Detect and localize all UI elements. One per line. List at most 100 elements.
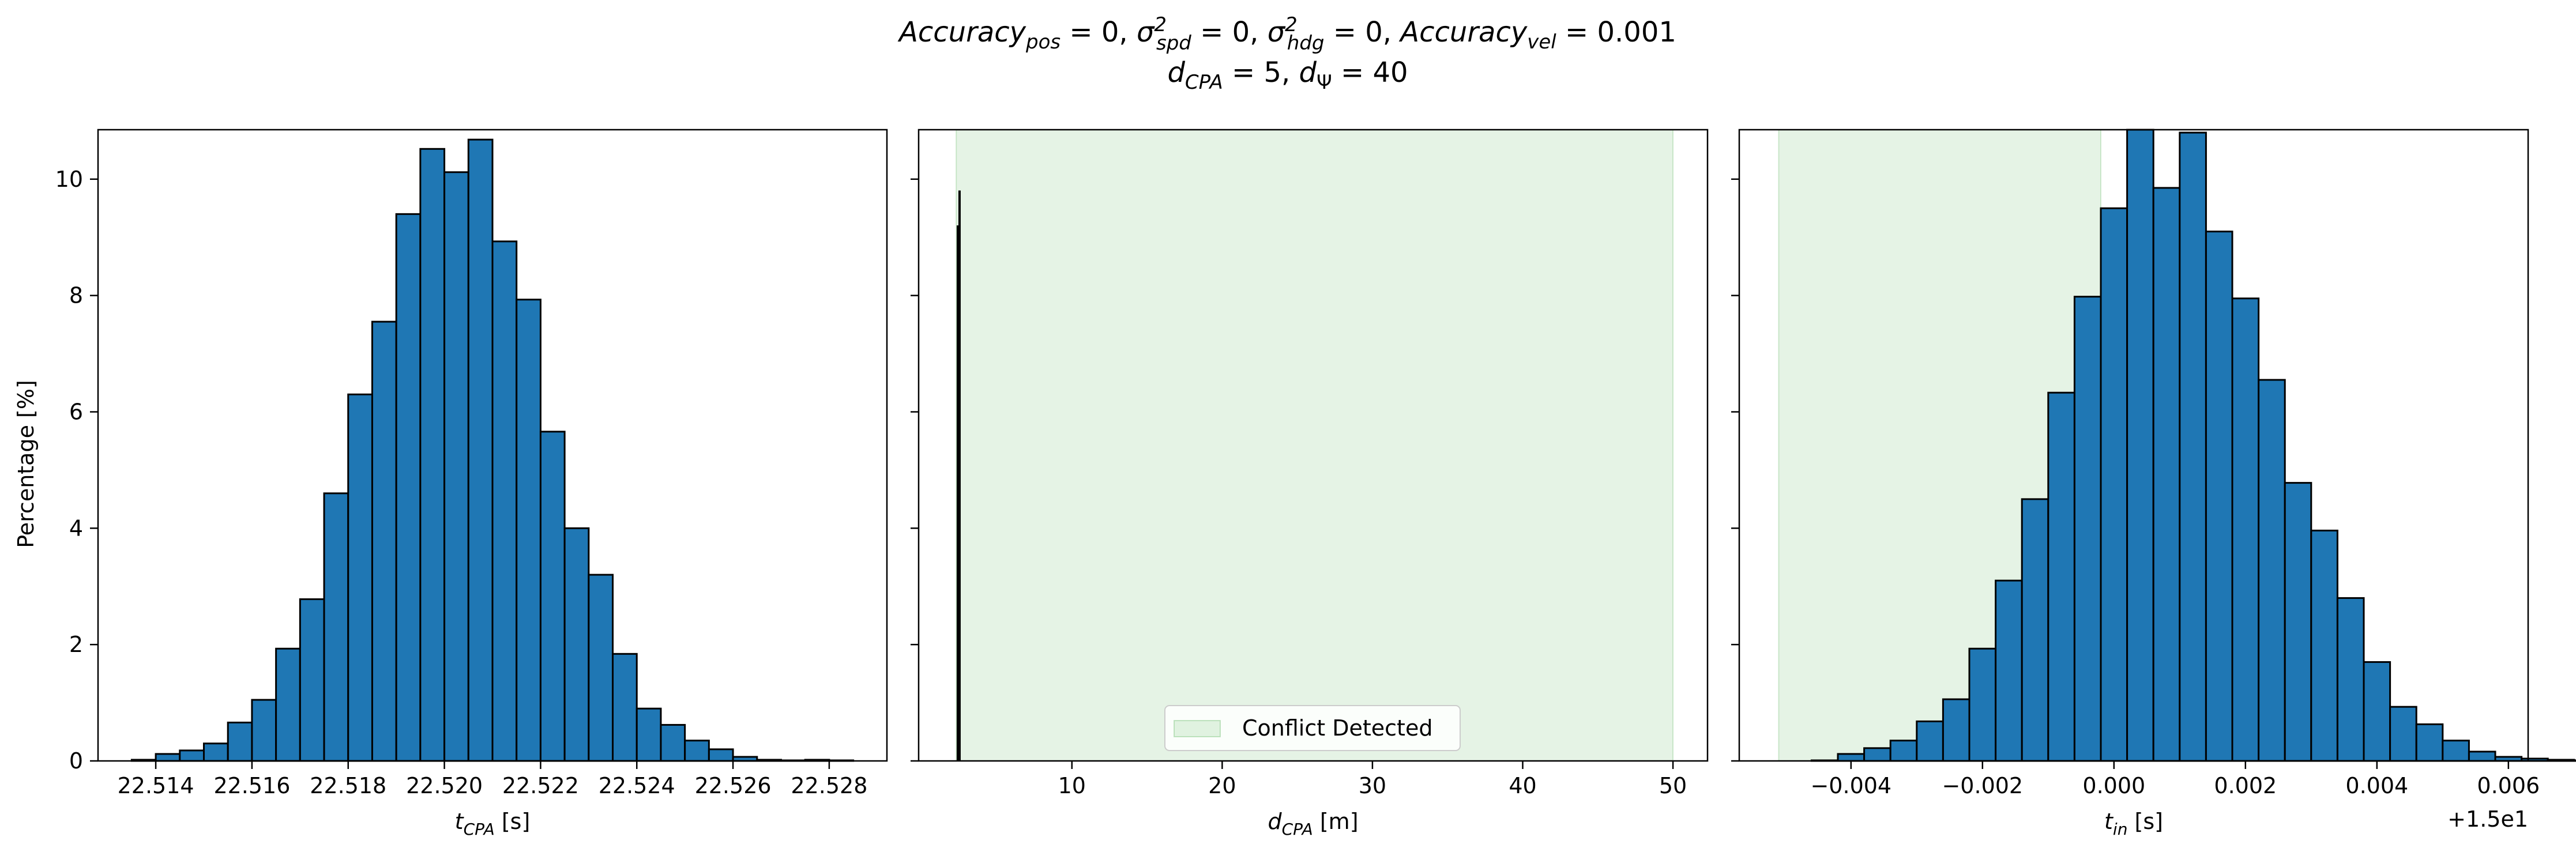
y-axis-label: Percentage [%] <box>13 380 39 548</box>
x-tick-label: 0.004 <box>2345 773 2408 798</box>
histogram-bar <box>2126 129 2154 762</box>
histogram-bar <box>1942 698 1970 762</box>
panel-t-in: −0.004 −0.002 0.000 0.002 0.004 0.006 tin [s]… <box>1731 129 2576 839</box>
x-tick-label: −0.004 <box>1810 773 1891 798</box>
legend-label: Conflict Detected <box>1242 715 1432 741</box>
x-tick-label: −0.002 <box>1942 773 2023 798</box>
histogram-bar <box>347 393 373 762</box>
histogram-bar <box>2547 759 2575 762</box>
histogram-bar <box>179 749 205 762</box>
y-tick-label: 2 <box>69 632 83 657</box>
histogram-bar <box>684 740 710 762</box>
t-in-xticks: −0.004 −0.002 0.000 0.002 0.004 0.006 <box>1810 761 2540 798</box>
x-tick-label: 10 <box>1058 773 1086 798</box>
histogram-bar <box>2336 597 2365 762</box>
histogram-bar <box>1889 740 1918 762</box>
histogram-bar <box>299 598 325 762</box>
panel-t-cpa-frame <box>97 129 888 762</box>
y-tick-label: 8 <box>69 283 83 308</box>
panel-t-in-frame <box>1738 129 2529 762</box>
histogram-bar <box>251 699 277 762</box>
t-cpa-yticks: 0 2 4 6 8 10 <box>55 167 98 774</box>
histogram-bar <box>2179 131 2207 762</box>
figure-title-line2: dCPA = 5, dΨ = 40 <box>1167 56 1408 94</box>
t-in-xlabel: tin [s] <box>2104 809 2163 839</box>
x-tick-label: 0.000 <box>2082 773 2145 798</box>
histogram-bar <box>708 748 734 762</box>
histogram-bar <box>275 647 301 762</box>
histogram-bar <box>2047 391 2075 762</box>
t-in-offset-label: +1.5e1 <box>2447 806 2528 832</box>
histogram-bar <box>323 492 349 762</box>
t-cpa-xlabel: tCPA [s] <box>455 809 531 839</box>
x-tick-label: 40 <box>1509 773 1536 798</box>
histogram-bar <box>2415 723 2444 762</box>
histogram-bar <box>2468 751 2496 762</box>
x-tick-label: 22.518 <box>310 773 386 798</box>
y-tick-label: 10 <box>55 167 83 192</box>
x-tick-label: 22.524 <box>599 773 675 798</box>
histogram-bar <box>1916 720 1944 762</box>
d-cpa-xlabel: dCPA [m] <box>1268 809 1358 839</box>
histogram-bar <box>2152 187 2181 762</box>
legend-swatch <box>1174 720 1221 737</box>
histogram-bar <box>539 431 566 762</box>
histogram-bar <box>395 213 422 762</box>
histogram-bar <box>203 742 229 762</box>
histogram-bar <box>2310 529 2338 762</box>
histogram-bar <box>443 171 469 762</box>
panel-t-cpa: 22.514 22.516 22.518 22.520 22.522 22.524 22.5… <box>55 129 888 839</box>
y-tick-label: 4 <box>69 515 83 541</box>
histogram-spike <box>958 190 961 761</box>
histogram-bar <box>2021 498 2049 762</box>
histogram-bar <box>2100 207 2129 762</box>
x-tick-label: 22.522 <box>502 773 579 798</box>
histogram-bar <box>1968 647 1997 762</box>
histogram-bar <box>1837 753 1866 762</box>
x-tick-label: 22.526 <box>695 773 772 798</box>
histogram-bar <box>516 299 541 762</box>
histogram-bar <box>155 753 181 762</box>
histogram-bar <box>1863 747 1891 762</box>
t-in-yticks <box>1731 178 1739 762</box>
histogram-bar <box>371 321 397 762</box>
histogram-bar <box>2573 759 2576 762</box>
histogram-bar <box>2363 661 2391 762</box>
legend: Conflict Detected <box>1164 705 1461 751</box>
x-tick-label: 22.514 <box>118 773 194 798</box>
histogram-bar <box>419 148 446 762</box>
figure-title-line1: Accuracypos = 0, σ2 spd = 0, σ2 hdg = 0, A… <box>897 13 1676 55</box>
panel-d-cpa: 10 20 30 40 50 dCPA [m] Conflict Detected <box>911 129 1709 839</box>
d-cpa-yticks <box>911 178 919 762</box>
t-cpa-bars <box>130 138 855 762</box>
x-tick-label: 22.520 <box>406 773 483 798</box>
t-cpa-xticks: 22.514 22.516 22.518 22.520 22.522 22.524 22.5… <box>118 761 867 798</box>
histogram-bar <box>1995 579 2023 762</box>
histogram-bar <box>2442 740 2470 762</box>
histogram-bar <box>2205 231 2233 762</box>
x-tick-label: 22.528 <box>791 773 867 798</box>
conflict-detected-region <box>956 129 1674 761</box>
histogram-bar <box>491 240 518 762</box>
x-tick-label: 0.006 <box>2477 773 2540 798</box>
d-cpa-xticks: 10 20 30 40 50 <box>1058 761 1687 798</box>
histogram-bar <box>563 527 590 762</box>
histogram-bar <box>612 653 638 762</box>
histogram-bar <box>2284 482 2312 762</box>
panel-d-cpa-frame <box>917 129 1709 762</box>
conflict-region <box>956 129 1674 761</box>
x-tick-label: 22.516 <box>213 773 290 798</box>
histogram-bar <box>2231 297 2260 762</box>
histogram-bar <box>635 707 662 762</box>
d-cpa-bars <box>956 190 961 761</box>
x-tick-label: 0.002 <box>2214 773 2277 798</box>
histogram-bar <box>660 723 686 762</box>
y-tick-label: 6 <box>69 399 83 424</box>
histogram-bar <box>2258 379 2286 762</box>
histogram-bar <box>2073 296 2102 762</box>
histogram-bar <box>588 574 614 762</box>
x-tick-label: 30 <box>1359 773 1386 798</box>
histogram-bar <box>2389 706 2417 762</box>
x-tick-label: 50 <box>1659 773 1687 798</box>
y-tick-label: 0 <box>69 748 83 774</box>
